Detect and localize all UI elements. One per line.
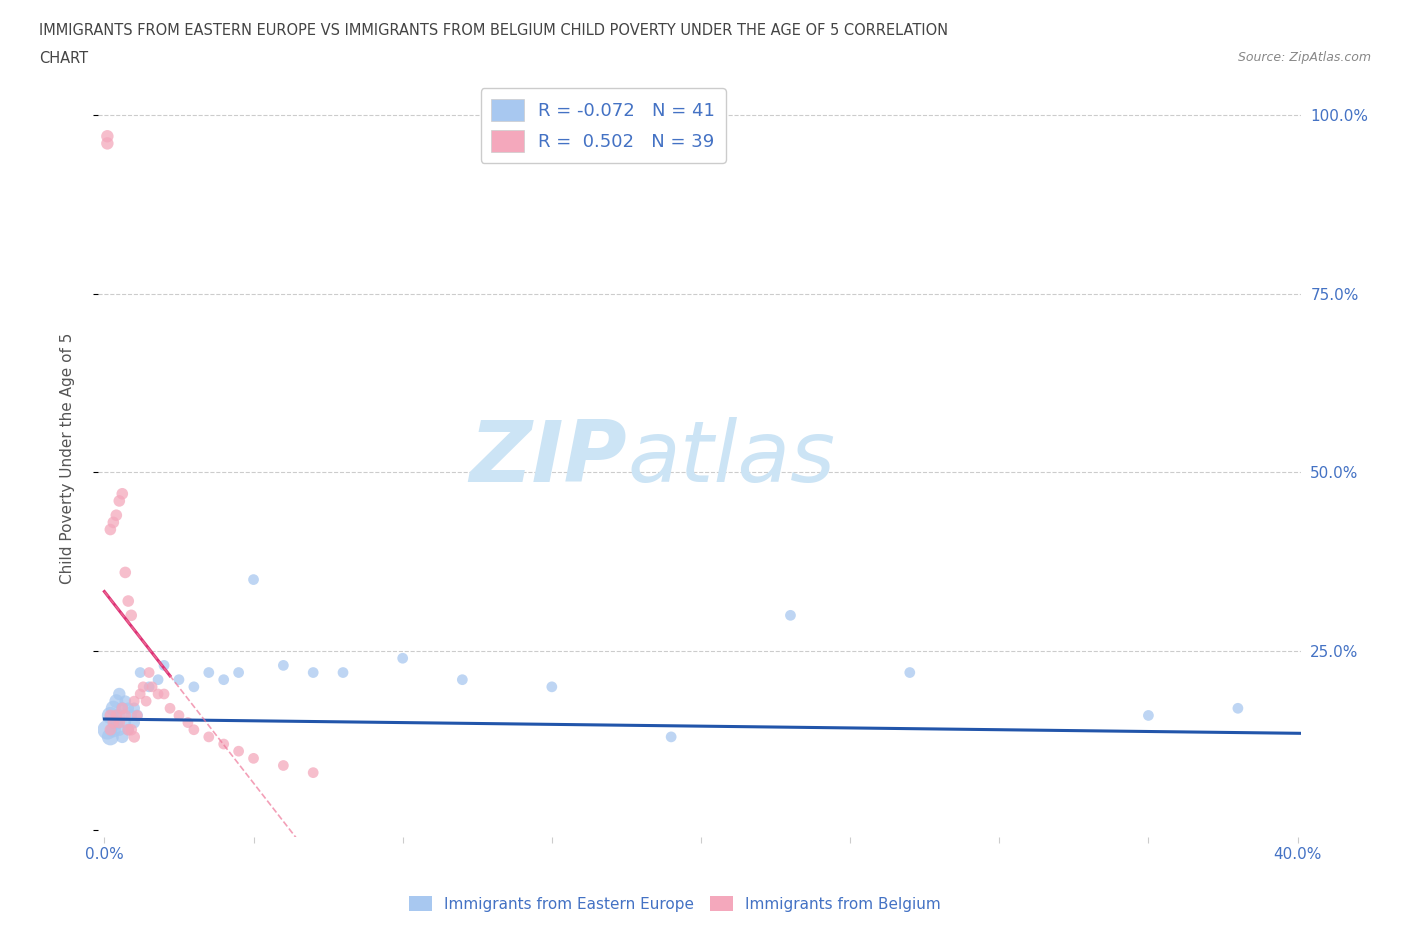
- Point: [114, 565, 136, 580]
- Point: [659, 729, 682, 744]
- Point: [114, 694, 136, 709]
- Point: [122, 701, 145, 716]
- Point: [122, 694, 145, 709]
- Point: [302, 665, 325, 680]
- Point: [167, 708, 190, 723]
- Point: [197, 729, 219, 744]
- Point: [228, 665, 250, 680]
- Point: [105, 715, 128, 730]
- Point: [153, 658, 176, 672]
- Text: ZIP: ZIP: [470, 417, 627, 499]
- Point: [98, 522, 121, 537]
- Point: [105, 508, 128, 523]
- Point: [98, 708, 121, 723]
- Point: [120, 608, 142, 623]
- Point: [146, 672, 169, 687]
- Text: Source: ZipAtlas.com: Source: ZipAtlas.com: [1237, 51, 1371, 64]
- Point: [153, 686, 176, 701]
- Point: [183, 723, 205, 737]
- Point: [273, 758, 295, 773]
- Point: [108, 494, 131, 509]
- Point: [105, 694, 128, 709]
- Point: [159, 701, 181, 716]
- Point: [98, 708, 121, 723]
- Point: [135, 694, 157, 709]
- Point: [273, 658, 295, 672]
- Legend: Immigrants from Eastern Europe, Immigrants from Belgium: Immigrants from Eastern Europe, Immigran…: [404, 889, 946, 918]
- Point: [103, 701, 125, 716]
- Point: [96, 136, 118, 151]
- Point: [111, 486, 134, 501]
- Point: [111, 729, 134, 744]
- Point: [332, 665, 354, 680]
- Text: CHART: CHART: [39, 51, 89, 66]
- Point: [451, 672, 474, 687]
- Point: [103, 723, 125, 737]
- Point: [122, 729, 145, 744]
- Point: [138, 680, 160, 695]
- Point: [108, 723, 131, 737]
- Point: [127, 708, 149, 723]
- Point: [197, 665, 219, 680]
- Point: [98, 729, 121, 744]
- Point: [540, 680, 562, 695]
- Point: [114, 708, 136, 723]
- Y-axis label: Child Poverty Under the Age of 5: Child Poverty Under the Age of 5: [60, 332, 75, 584]
- Point: [96, 129, 118, 144]
- Point: [105, 708, 128, 723]
- Point: [111, 701, 134, 716]
- Text: IMMIGRANTS FROM EASTERN EUROPE VS IMMIGRANTS FROM BELGIUM CHILD POVERTY UNDER TH: IMMIGRANTS FROM EASTERN EUROPE VS IMMIGR…: [39, 23, 949, 38]
- Point: [228, 744, 250, 759]
- Point: [302, 765, 325, 780]
- Point: [183, 680, 205, 695]
- Point: [1226, 701, 1249, 716]
- Point: [108, 686, 131, 701]
- Point: [122, 715, 145, 730]
- Text: atlas: atlas: [627, 417, 835, 499]
- Point: [117, 723, 139, 737]
- Point: [114, 715, 136, 730]
- Point: [111, 701, 134, 716]
- Point: [117, 723, 139, 737]
- Point: [103, 715, 125, 730]
- Point: [167, 672, 190, 687]
- Point: [141, 680, 163, 695]
- Point: [898, 665, 921, 680]
- Point: [120, 708, 142, 723]
- Point: [779, 608, 801, 623]
- Point: [117, 701, 139, 716]
- Point: [177, 715, 200, 730]
- Point: [242, 572, 264, 587]
- Point: [391, 651, 413, 666]
- Point: [146, 686, 169, 701]
- Point: [242, 751, 264, 765]
- Point: [117, 593, 139, 608]
- Point: [127, 708, 149, 723]
- Point: [108, 708, 131, 723]
- Point: [129, 686, 152, 701]
- Point: [98, 723, 121, 737]
- Point: [212, 672, 235, 687]
- Point: [120, 723, 142, 737]
- Point: [108, 715, 131, 730]
- Point: [96, 723, 118, 737]
- Point: [103, 515, 125, 530]
- Point: [138, 665, 160, 680]
- Point: [1137, 708, 1160, 723]
- Point: [212, 737, 235, 751]
- Point: [132, 680, 155, 695]
- Legend: R = -0.072   N = 41, R =  0.502   N = 39: R = -0.072 N = 41, R = 0.502 N = 39: [481, 88, 725, 163]
- Point: [129, 665, 152, 680]
